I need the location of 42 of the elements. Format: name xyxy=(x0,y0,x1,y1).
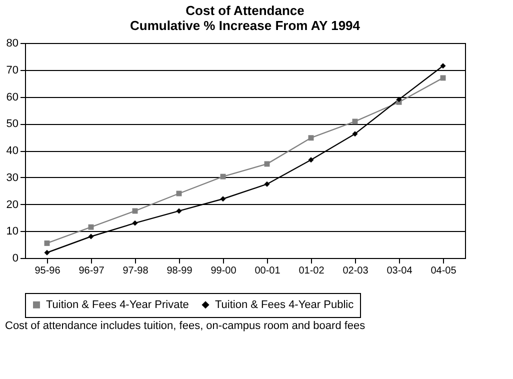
point xyxy=(352,131,358,137)
y-tick-label: 20 xyxy=(6,198,18,211)
point xyxy=(44,240,50,246)
x-tick-label: 00-01 xyxy=(254,266,281,276)
x-tick-label: 99-00 xyxy=(210,266,237,276)
point xyxy=(440,75,446,81)
y-tick-label: 30 xyxy=(6,172,18,184)
x-tick-label: 97-98 xyxy=(122,266,149,276)
x-tick-label: 95-96 xyxy=(34,266,61,276)
point xyxy=(132,220,138,226)
legend-label: Tuition & Fees 4-Year Private xyxy=(46,298,189,311)
point xyxy=(176,208,182,214)
y-tick-label: 70 xyxy=(6,64,18,76)
point xyxy=(88,234,94,240)
x-tick-label: 02-03 xyxy=(342,266,369,276)
y-tick-label: 80 xyxy=(6,38,18,50)
x-tick-label: 01-02 xyxy=(298,266,325,276)
point xyxy=(44,250,50,256)
point xyxy=(132,208,138,214)
y-tick-label: 50 xyxy=(6,118,18,130)
y-tick-label: 0 xyxy=(12,252,18,264)
point xyxy=(220,174,226,180)
point xyxy=(308,157,314,163)
text: Cost of attendance includes tuition, fees, on-campus room and board fees xyxy=(5,320,366,332)
point xyxy=(440,63,446,69)
x-tick-label: 98-99 xyxy=(166,266,193,276)
y-tick-label: 60 xyxy=(6,91,18,104)
text: Cost of Attendance xyxy=(186,3,304,18)
y-tick-label: 40 xyxy=(6,145,18,157)
y-tick-label: 10 xyxy=(6,226,18,238)
point xyxy=(88,224,94,230)
point xyxy=(264,161,270,167)
x-tick-label: 04-05 xyxy=(430,266,457,276)
point xyxy=(396,96,402,102)
legend-label: Tuition & Fees 4-Year Public xyxy=(215,298,354,311)
point xyxy=(220,196,226,202)
text: Cumulative % Increase From AY 1994 xyxy=(130,18,360,33)
x-tick-label: 96-97 xyxy=(78,266,105,276)
point xyxy=(352,118,358,124)
x-tick-label: 03-04 xyxy=(386,266,413,276)
point xyxy=(264,181,270,187)
point xyxy=(308,135,314,141)
